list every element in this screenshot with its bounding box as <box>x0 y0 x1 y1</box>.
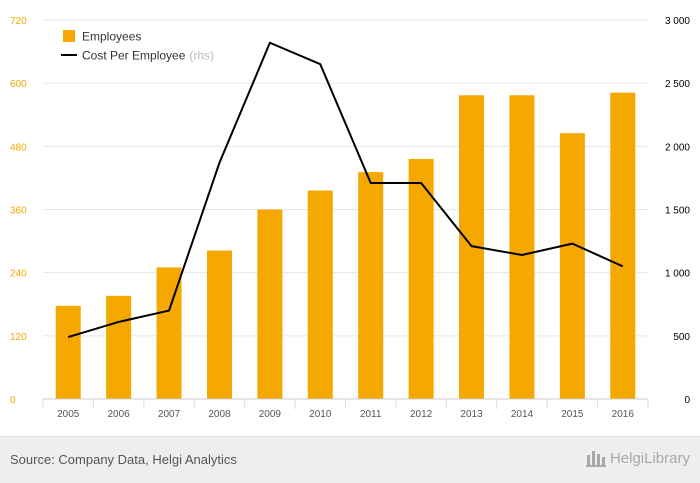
legend-cost-label: Cost Per Employee (rhs) <box>82 49 214 63</box>
legend: Employees Cost Per Employee (rhs) <box>61 30 214 63</box>
legend-employees-label: Employees <box>82 30 141 44</box>
y-left-tick-label: 360 <box>10 206 27 217</box>
y-right-tick-label: 3 000 <box>665 16 690 27</box>
y-left-tick-label: 120 <box>10 332 27 343</box>
axes: 0 0 120 500 240 1 000 360 1 500 480 2 000 600 2 500… <box>10 16 690 420</box>
y-left-tick-label: 720 <box>10 16 27 27</box>
combo-chart: 0 0 120 500 240 1 000 360 1 500 480 2 000 600 2 500… <box>10 16 690 420</box>
x-tick-label: 2008 <box>208 409 231 420</box>
x-tick-label: 2014 <box>511 409 534 420</box>
y-right-tick-label: 1 500 <box>665 206 690 217</box>
x-tick-label: 2013 <box>460 409 483 420</box>
employees-bar <box>559 133 585 399</box>
x-tick-label: 2009 <box>259 409 282 420</box>
y-right-tick-label: 0 <box>684 395 690 406</box>
cost-per-employee-line <box>67 41 624 339</box>
y-right-tick-label: 500 <box>673 332 690 343</box>
x-tick-label: 2011 <box>360 409 382 420</box>
y-left-tick-label: 600 <box>10 79 27 90</box>
legend-employees-swatch <box>63 30 75 42</box>
employees-bars <box>55 92 636 400</box>
y-right-tick-label: 2 000 <box>665 142 690 153</box>
employees-bar <box>257 209 283 399</box>
footer: Source: Company Data, Helgi Analytics He… <box>0 436 700 483</box>
y-right-tick-label: 2 500 <box>665 79 690 90</box>
x-tick-label: 2016 <box>612 409 635 420</box>
x-tick-label: 2010 <box>309 409 332 420</box>
x-tick-label: 2006 <box>108 409 131 420</box>
employees-bar <box>307 190 333 399</box>
employees-bar <box>610 92 636 400</box>
y-left-tick-label: 480 <box>10 142 27 153</box>
x-tick-label: 2005 <box>57 409 80 420</box>
cost-per-employee-polyline <box>67 41 624 339</box>
y-right-tick-label: 1 000 <box>665 269 690 280</box>
x-tick-label: 2012 <box>410 409 433 420</box>
employees-bar <box>55 305 81 399</box>
legend-cost-name: Cost Per Employee <box>82 49 186 63</box>
y-left-tick-label: 240 <box>10 269 27 280</box>
y-left-tick-label: 0 <box>10 395 16 406</box>
library-icon <box>585 451 606 467</box>
helgi-library-logo[interactable]: HelgiLibrary <box>585 449 690 467</box>
employees-bar <box>106 295 132 399</box>
x-tick-label: 2007 <box>158 409 181 420</box>
employees-bar <box>408 158 434 399</box>
employees-bar <box>509 95 535 399</box>
x-tick-label: 2015 <box>561 409 584 420</box>
grid-lines <box>43 19 648 337</box>
brand-name: HelgiLibrary <box>609 449 690 467</box>
employees-bar <box>206 250 232 399</box>
legend-cost-rhs: (rhs) <box>189 49 214 63</box>
employees-bar <box>156 267 182 399</box>
employees-bar <box>358 172 384 399</box>
source-note: Source: Company Data, Helgi Analytics <box>10 452 237 467</box>
